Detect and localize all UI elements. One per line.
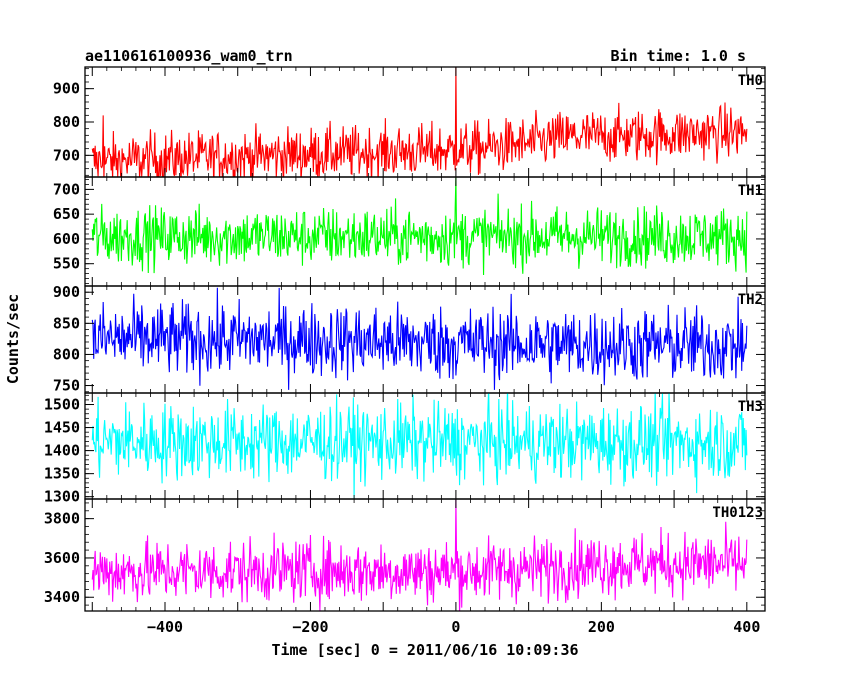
y-tick-label: 3600	[44, 549, 80, 567]
series-th0	[91, 67, 748, 177]
x-tick-label: 200	[588, 618, 615, 636]
x-axis-label: Time [sec] 0 = 2011/06/16 10:09:36	[271, 641, 578, 659]
panels-group: 700 800 900 TH0 550 600 650 700 TH1 750 800 850 900 T…	[44, 66, 766, 612]
y-tick-label: 1300	[44, 488, 80, 506]
panel-label-th2: TH2	[738, 292, 763, 308]
series-th0123	[91, 499, 748, 611]
y-tick-label: 900	[53, 80, 80, 98]
series-th2	[91, 287, 748, 390]
x-tick-label: 0	[451, 618, 460, 636]
y-tick-label: 800	[53, 345, 80, 363]
panel-label-th0123: TH0123	[712, 505, 763, 521]
panel-th2: 750 800 850 900 TH2	[53, 283, 766, 395]
bin-time-label: Bin time: 1.0 s	[611, 47, 746, 65]
y-tick-label: 650	[53, 205, 80, 223]
y-tick-label: 850	[53, 314, 80, 332]
series-th3	[91, 393, 748, 499]
panel-label-th0: TH0	[738, 73, 763, 89]
panel-label-th3: TH3	[738, 399, 763, 415]
panel-th1: 550 600 650 700 TH1	[53, 176, 766, 287]
y-tick-label: 1350	[44, 465, 80, 483]
y-tick-label: 600	[53, 230, 80, 248]
y-tick-label: 800	[53, 113, 80, 131]
y-tick-label: 1450	[44, 419, 80, 437]
series-th1	[91, 177, 748, 276]
panel-th0: 700 800 900 TH0	[53, 66, 766, 178]
y-tick-label: 3800	[44, 510, 80, 528]
y-tick-label: 550	[53, 255, 80, 273]
panel-th3: 1300 1350 1400 1450 1500 TH3	[44, 392, 766, 506]
x-tick-label: 400	[733, 618, 760, 636]
y-tick-label: 700	[53, 180, 80, 198]
y-tick-label: 1500	[44, 396, 80, 414]
y-tick-label: 700	[53, 146, 80, 164]
panel-th0123: 3400 3600 3800 TH0123	[44, 498, 766, 612]
y-tick-label: 750	[53, 377, 80, 395]
x-axis: −400 −200 0 200 400	[147, 618, 760, 636]
x-tick-label: −200	[292, 618, 328, 636]
y-tick-label: 900	[53, 283, 80, 301]
x-tick-label: −400	[147, 618, 183, 636]
y-axis-label: Counts/sec	[4, 294, 22, 384]
y-tick-label: 1400	[44, 442, 80, 460]
panel-label-th1: TH1	[738, 183, 763, 199]
y-tick-label: 3400	[44, 588, 80, 606]
chart-title: ae110616100936_wam0_trn	[85, 47, 293, 65]
panel-frame	[84, 498, 766, 612]
